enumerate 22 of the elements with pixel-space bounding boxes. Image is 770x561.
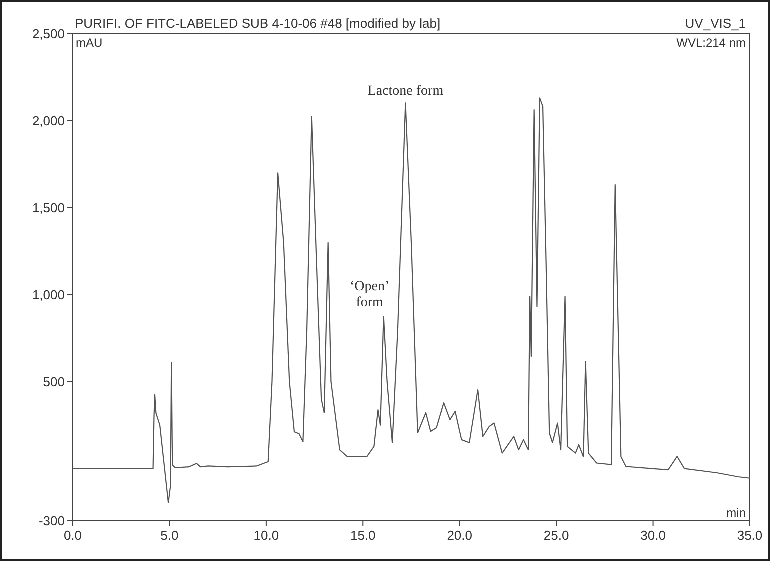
x-tick-label: 25.0: [544, 528, 570, 543]
x-tick-label: 0.0: [64, 528, 82, 543]
x-tick-label: 15.0: [350, 528, 376, 543]
x-tick-label: 5.0: [160, 528, 179, 543]
y-tick-label: 1,500: [32, 200, 65, 216]
x-tick-label: 20.0: [447, 528, 473, 543]
line-series: [72, 98, 751, 504]
annotation: Lactone form: [368, 84, 444, 100]
chart-title: PURIFI. OF FITC-LABELED SUB 4-10-06 #48 [modified by lab]: [75, 16, 441, 31]
y-tick-label: 500: [43, 374, 65, 390]
x-tick-label: 30.0: [640, 528, 666, 543]
y-tick-label: 1,000: [32, 287, 65, 302]
annotation: WVL:214 nm: [676, 36, 746, 50]
y-tick-label: 2,000: [32, 114, 65, 129]
x-axis-title: min: [726, 506, 746, 520]
y-tick-label: -300: [38, 514, 65, 529]
x-tick-label: 35.0: [737, 528, 763, 543]
chart-subtitle: UV_VIS_1: [685, 16, 746, 31]
annotation: ‘Open’ form: [350, 280, 390, 311]
y-tick-label: 2,500: [32, 26, 65, 42]
x-tick-label: 10.0: [254, 528, 280, 543]
y-axis-title: mAU: [76, 36, 103, 50]
